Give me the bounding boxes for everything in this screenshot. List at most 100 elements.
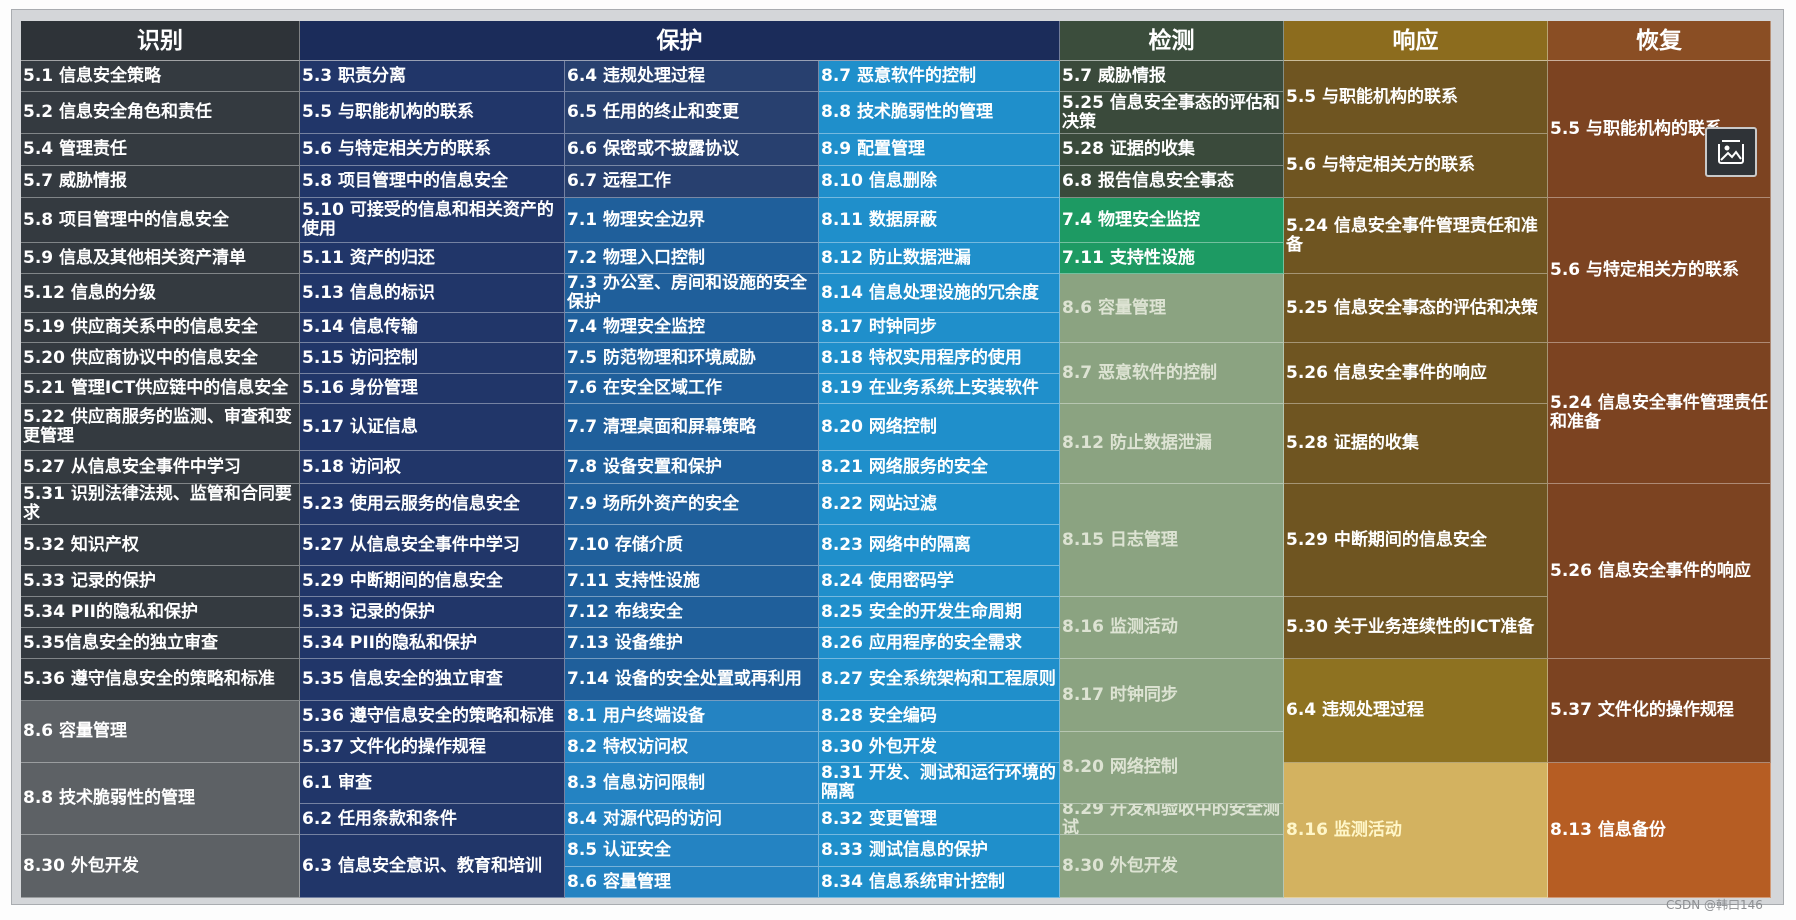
protect-item-label: 8.5 认证安全 bbox=[567, 840, 672, 860]
detect-item-label: 6.8 报告信息安全事态 bbox=[1062, 171, 1235, 191]
respond-item: 5.24 信息安全事件管理责任和准备 bbox=[1284, 198, 1548, 274]
protect-item-label: 8.17 时钟同步 bbox=[821, 317, 937, 337]
recover-item: 5.26 信息安全事件的响应 bbox=[1548, 484, 1771, 659]
protect-item-label: 5.17 认证信息 bbox=[302, 416, 418, 437]
protect-item-label: 5.37 文件化的操作规程 bbox=[302, 736, 486, 757]
identify-item-label: 5.1 信息安全策略 bbox=[23, 65, 162, 86]
protect-item: 8.14 信息处理设施的冗余度 bbox=[819, 274, 1060, 313]
protect-item: 5.3 职责分离 bbox=[300, 61, 565, 92]
respond-item-label: 5.25 信息安全事态的评估和决策 bbox=[1286, 297, 1538, 318]
respond-item-label: 5.28 证据的收集 bbox=[1286, 433, 1419, 453]
protect-item-label: 5.27 从信息安全事件中学习 bbox=[302, 534, 520, 555]
protect-item: 8.5 认证安全 bbox=[565, 835, 819, 867]
protect-item: 8.6 容量管理 bbox=[565, 867, 819, 898]
protect-item-label: 8.28 安全编码 bbox=[821, 705, 937, 726]
protect-item: 8.28 安全编码 bbox=[819, 701, 1060, 732]
protect-item: 8.26 应用程序的安全需求 bbox=[819, 628, 1060, 659]
protect-item-label: 6.5 任用的终止和变更 bbox=[567, 102, 740, 122]
detect-item: 8.6 容量管理 bbox=[1060, 274, 1284, 343]
protect-item: 7.12 布线安全 bbox=[565, 597, 819, 628]
identify-item: 5.2 信息安全角色和责任 bbox=[21, 92, 300, 134]
protect-item: 5.27 从信息安全事件中学习 bbox=[300, 525, 565, 566]
identify-item: 5.9 信息及其他相关资产清单 bbox=[21, 243, 300, 274]
detect-item-label: 7.11 支持性设施 bbox=[1062, 247, 1195, 268]
detect-item-label: 8.29 开发和验收中的安全测试 bbox=[1062, 804, 1280, 835]
protect-item-label: 6.7 远程工作 bbox=[567, 171, 672, 191]
protect-item: 7.7 清理桌面和屏幕策略 bbox=[565, 404, 819, 451]
protect-item: 8.9 配置管理 bbox=[819, 134, 1060, 166]
detect-item: 7.4 物理安全监控 bbox=[1060, 198, 1284, 243]
respond-item-label: 5.6 与特定相关方的联系 bbox=[1286, 155, 1476, 175]
protect-item-label: 7.13 设备维护 bbox=[567, 632, 683, 653]
header-respond-label: 响应 bbox=[1392, 27, 1439, 54]
identify-item-label: 5.12 信息的分级 bbox=[23, 282, 156, 303]
detect-item-label: 8.17 时钟同步 bbox=[1062, 684, 1178, 705]
identify-item: 5.32 知识产权 bbox=[21, 525, 300, 566]
protect-item-label: 8.8 技术脆弱性的管理 bbox=[821, 102, 994, 122]
protect-item: 7.3 办公室、房间和设施的安全保护 bbox=[565, 274, 819, 313]
identify-item: 5.19 供应商关系中的信息安全 bbox=[21, 313, 300, 343]
detect-item-label: 8.6 容量管理 bbox=[1062, 297, 1167, 318]
respond-item-label: 5.24 信息安全事件管理责任和准备 bbox=[1286, 215, 1538, 255]
protect-item-label: 8.6 容量管理 bbox=[567, 871, 672, 892]
identify-item: 5.7 威胁情报 bbox=[21, 166, 300, 198]
detect-item-label: 5.28 证据的收集 bbox=[1062, 139, 1195, 159]
respond-item: 5.30 关于业务连续性的ICT准备 bbox=[1284, 597, 1548, 659]
identify-item-label: 5.34 PII的隐私和保护 bbox=[23, 601, 198, 622]
protect-item-label: 8.32 变更管理 bbox=[821, 808, 937, 829]
protect-item-label: 7.1 物理安全边界 bbox=[567, 209, 706, 230]
respond-item-label: 5.26 信息安全事件的响应 bbox=[1286, 362, 1487, 383]
identify-item: 5.34 PII的隐私和保护 bbox=[21, 597, 300, 628]
protect-item: 6.1 审查 bbox=[300, 763, 565, 804]
protect-item: 6.7 远程工作 bbox=[565, 166, 819, 198]
detect-item: 5.25 信息安全事态的评估和决策 bbox=[1060, 92, 1284, 134]
protect-item: 5.37 文件化的操作规程 bbox=[300, 732, 565, 763]
protect-item-label: 7.11 支持性设施 bbox=[567, 570, 700, 591]
protect-item: 6.3 信息安全意识、教育和培训 bbox=[300, 835, 565, 898]
detect-item-label: 7.4 物理安全监控 bbox=[1062, 209, 1201, 230]
identify-item: 8.30 外包开发 bbox=[21, 835, 300, 898]
recover-item: 5.37 文件化的操作规程 bbox=[1548, 659, 1771, 763]
detect-item: 8.17 时钟同步 bbox=[1060, 659, 1284, 732]
protect-item: 8.10 信息删除 bbox=[819, 166, 1060, 198]
detect-item: 8.30 外包开发 bbox=[1060, 835, 1284, 898]
protect-item-label: 7.3 办公室、房间和设施的安全保护 bbox=[567, 274, 808, 312]
protect-item: 8.23 网络中的隔离 bbox=[819, 525, 1060, 566]
protect-item: 5.5 与职能机构的联系 bbox=[300, 92, 565, 134]
header-identify: 识别 bbox=[21, 21, 300, 61]
picture-icon bbox=[1717, 139, 1745, 164]
protect-item: 8.8 技术脆弱性的管理 bbox=[819, 92, 1060, 134]
identify-item-label: 5.7 威胁情报 bbox=[23, 171, 128, 191]
respond-item: 5.6 与特定相关方的联系 bbox=[1284, 134, 1548, 198]
detect-item-label: 8.20 网络控制 bbox=[1062, 757, 1178, 777]
protect-item: 8.31 开发、测试和运行环境的隔离 bbox=[819, 763, 1060, 804]
header-protect: 保护 bbox=[300, 21, 1060, 61]
respond-item-label: 5.5 与职能机构的联系 bbox=[1286, 86, 1459, 107]
protect-item-label: 5.6 与特定相关方的联系 bbox=[302, 139, 492, 159]
identify-item-label: 5.27 从信息安全事件中学习 bbox=[23, 456, 241, 477]
protect-item: 5.8 项目管理中的信息安全 bbox=[300, 166, 565, 198]
identify-item-label: 5.4 管理责任 bbox=[23, 139, 128, 159]
protect-item-label: 8.3 信息访问限制 bbox=[567, 772, 706, 793]
identify-item: 5.36 遵守信息安全的策略和标准 bbox=[21, 659, 300, 701]
header-protect-label: 保护 bbox=[656, 27, 703, 54]
identify-item-label: 5.35信息安全的独立审查 bbox=[23, 632, 218, 653]
respond-item: 6.4 违规处理过程 bbox=[1284, 659, 1548, 763]
detect-item-label: 5.7 威胁情报 bbox=[1062, 65, 1167, 86]
protect-item: 7.1 物理安全边界 bbox=[565, 198, 819, 243]
detect-item-label: 5.25 信息安全事态的评估和决策 bbox=[1062, 92, 1280, 132]
protect-item: 8.18 特权实用程序的使用 bbox=[819, 343, 1060, 374]
identify-item-label: 5.22 供应商服务的监测、审查和变更管理 bbox=[23, 407, 292, 446]
protect-item-label: 5.23 使用云服务的信息安全 bbox=[302, 493, 520, 514]
protect-item-label: 7.2 物理入口控制 bbox=[567, 247, 706, 268]
image-tool-button[interactable] bbox=[1705, 127, 1757, 177]
identify-item-label: 5.31 识别法律法规、监管和合同要求 bbox=[23, 484, 292, 523]
protect-item: 5.14 信息传输 bbox=[300, 313, 565, 343]
identify-item-label: 5.32 知识产权 bbox=[23, 534, 139, 555]
protect-item-label: 8.33 测试信息的保护 bbox=[821, 840, 988, 860]
protect-item: 8.17 时钟同步 bbox=[819, 313, 1060, 343]
protect-item-label: 8.4 对源代码的访问 bbox=[567, 808, 723, 829]
detect-item: 6.8 报告信息安全事态 bbox=[1060, 166, 1284, 198]
respond-item: 5.26 信息安全事件的响应 bbox=[1284, 343, 1548, 404]
protect-item: 8.20 网络控制 bbox=[819, 404, 1060, 451]
